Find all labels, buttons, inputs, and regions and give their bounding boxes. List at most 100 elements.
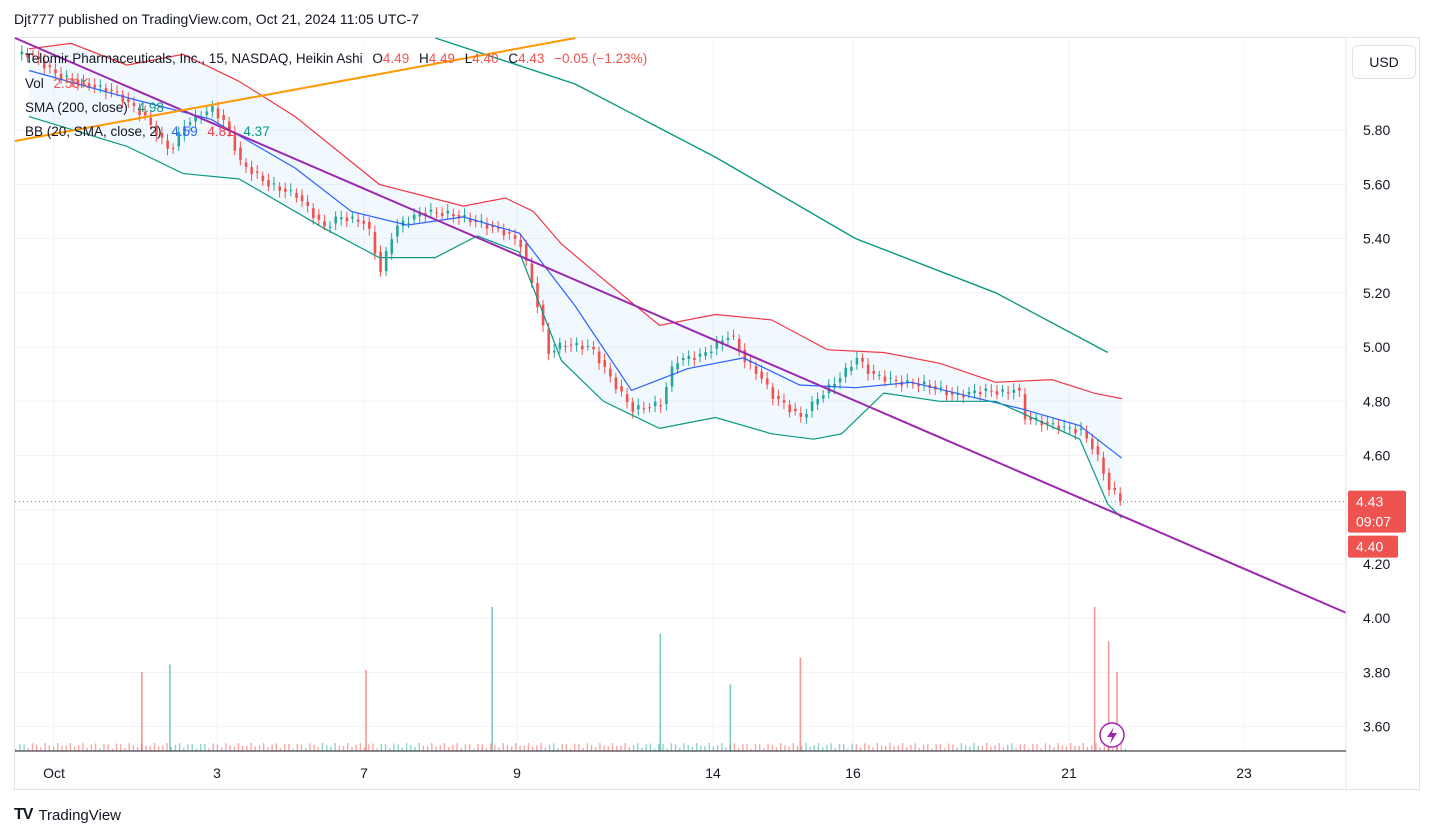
candle-body: [553, 350, 556, 353]
candle-body: [564, 345, 567, 347]
candle-body: [861, 357, 864, 362]
volume-bar: [519, 745, 521, 751]
volume-bar: [855, 744, 858, 751]
candle-body: [26, 54, 29, 58]
candle-body: [513, 235, 517, 239]
volume-bar: [582, 747, 584, 751]
volume-bar: [347, 743, 349, 751]
y-tick-label: 4.00: [1363, 610, 1390, 626]
volume-bar: [767, 743, 769, 751]
volume-bar: [414, 746, 416, 751]
candle-body: [737, 338, 741, 352]
candle-body: [788, 404, 791, 413]
legend-bb-label[interactable]: BB (20, SMA, close, 2): [25, 124, 162, 139]
volume-bar: [662, 743, 664, 751]
x-tick-label: 3: [213, 765, 221, 781]
candle-body: [822, 395, 825, 399]
volume-bar: [351, 746, 353, 751]
legend-close: 4.43: [518, 51, 545, 66]
volume-bar: [410, 744, 412, 751]
volume-bar: [124, 747, 126, 751]
volume-bar: [145, 745, 147, 751]
volume-bar: [40, 747, 42, 751]
candle-body: [721, 340, 724, 345]
candle-body: [586, 345, 590, 347]
candle-body: [732, 335, 735, 337]
candle-body: [121, 94, 125, 102]
volume-bar: [166, 743, 168, 751]
candle-body: [939, 387, 943, 389]
candle-body: [777, 395, 780, 400]
footer-brand-text: TradingView: [38, 806, 121, 824]
volume-bar: [1091, 745, 1093, 751]
volume-bar: [565, 743, 568, 751]
volume-bar: [880, 745, 883, 751]
volume-bar: [1095, 743, 1097, 751]
volume-bar: [960, 743, 963, 751]
volume-bar: [15, 749, 17, 751]
volume-bar: [800, 745, 803, 751]
candle-body: [491, 225, 494, 228]
volume-bar: [460, 747, 462, 751]
candle-body: [659, 405, 663, 407]
volume-bar: [178, 743, 181, 751]
volume-bar: [569, 748, 572, 751]
volume-bar: [90, 744, 93, 751]
candle-body: [1074, 428, 1077, 434]
candle-body: [1018, 387, 1021, 391]
volume-bar: [1069, 743, 1072, 751]
volume-bar: [1086, 746, 1089, 751]
legend-bb-mid: 4.59: [171, 124, 198, 139]
legend-symbol[interactable]: Telomir Pharmaceuticals, Inc., 15, NASDA…: [25, 51, 363, 66]
candle-body: [239, 147, 242, 161]
volume-bar: [279, 748, 282, 751]
volume-bar: [183, 747, 185, 751]
sma-200-line: [435, 37, 1109, 354]
volume-bar: [998, 743, 1000, 751]
candle-body: [709, 351, 713, 354]
legend-sma-row: SMA (200, close) 4.98: [25, 100, 170, 115]
volume-bar: [174, 744, 177, 751]
volume-bar: [700, 745, 702, 751]
candle-body: [816, 399, 820, 405]
volume-bar: [578, 744, 580, 751]
candle-body: [950, 392, 954, 395]
candle-body: [609, 368, 612, 377]
volume-bar: [73, 746, 76, 751]
low-price-badge: [1348, 535, 1398, 558]
volume-bar: [52, 746, 55, 751]
volume-bar: [233, 746, 235, 751]
volume-bar: [645, 744, 647, 751]
legend-sma-label[interactable]: SMA (200, close): [25, 100, 128, 115]
legend-vol-label[interactable]: Vol: [25, 76, 44, 91]
candle-body: [104, 88, 108, 93]
volume-bar: [1057, 743, 1059, 751]
candle-body: [990, 390, 993, 392]
volume-bar: [27, 748, 30, 751]
volume-bar: [758, 744, 761, 751]
volume-bar: [851, 743, 853, 751]
candle-body: [132, 103, 136, 106]
volume-bar: [742, 744, 744, 751]
volume-bar: [477, 743, 479, 751]
volume-bar: [502, 743, 504, 751]
volume-spike: [799, 657, 802, 751]
candle-body: [911, 383, 915, 385]
candle-body: [278, 186, 281, 191]
volume-bar: [334, 743, 336, 751]
candle-body: [317, 214, 321, 220]
volume-bar: [716, 745, 719, 751]
candle-body: [1085, 431, 1089, 439]
candle-body: [59, 73, 63, 80]
candle-body: [771, 387, 775, 399]
volume-bar: [1002, 747, 1005, 751]
y-tick-label: 4.60: [1363, 447, 1390, 463]
candle-body: [838, 378, 842, 383]
candle-body: [782, 400, 786, 403]
currency-button[interactable]: USD: [1352, 45, 1416, 79]
candle-body: [1079, 428, 1083, 431]
volume-bar: [187, 744, 189, 751]
volume-bar: [536, 745, 538, 751]
volume-bar: [199, 743, 202, 751]
